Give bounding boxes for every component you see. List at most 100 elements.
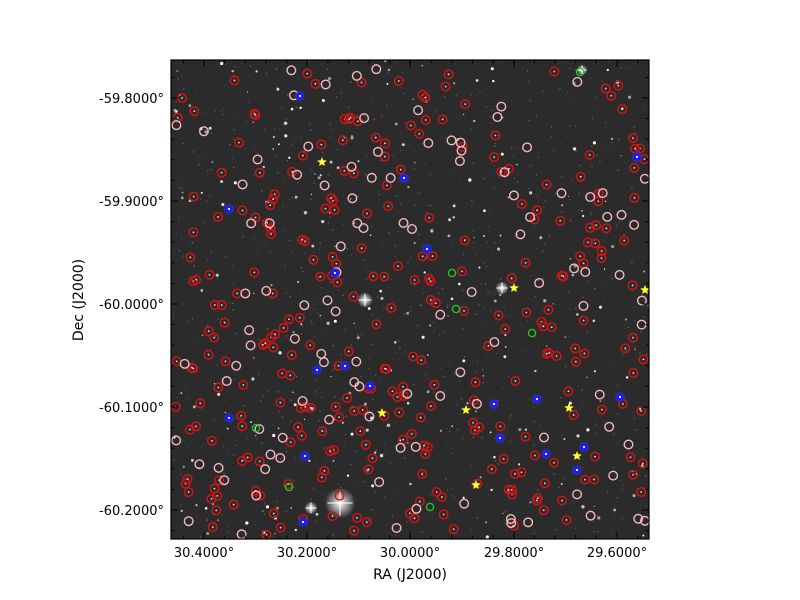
noise-speck (542, 90, 544, 92)
noise-speck (345, 203, 347, 205)
noise-speck (201, 111, 203, 113)
noise-speck (270, 297, 272, 299)
noise-speck (242, 236, 244, 238)
noise-speck (446, 306, 449, 308)
faint-star (439, 429, 443, 432)
noise-speck (607, 60, 610, 62)
red-source-core (632, 473, 635, 476)
noise-speck (289, 296, 291, 298)
noise-speck (475, 313, 477, 315)
red-source-core (224, 360, 227, 363)
pink-source-circle (411, 503, 422, 514)
noise-speck (621, 129, 623, 131)
noise-speck (470, 128, 472, 130)
red-source-core (321, 430, 324, 433)
faint-star (426, 390, 430, 394)
noise-speck (298, 77, 300, 79)
noise-speck (609, 209, 611, 211)
noise-speck (579, 99, 582, 101)
faint-star (413, 241, 416, 244)
noise-speck (482, 382, 484, 384)
noise-speck (589, 77, 591, 79)
noise-speck (486, 241, 488, 243)
faint-star (297, 280, 300, 284)
red-source-core (210, 497, 213, 500)
red-source-core (514, 472, 516, 475)
faint-star (632, 494, 636, 498)
noise-speck (233, 418, 235, 420)
noise-speck (575, 307, 577, 309)
pink-source-circle (371, 64, 382, 75)
pink-source-circle (471, 398, 482, 409)
noise-speck (357, 96, 360, 99)
noise-speck (276, 66, 278, 68)
noise-speck (493, 291, 495, 293)
noise-speck (210, 398, 212, 400)
noise-speck (596, 155, 598, 157)
red-source-circle (343, 346, 354, 357)
faint-star (529, 191, 533, 195)
noise-speck (263, 513, 266, 515)
red-source-core (547, 308, 550, 311)
red-source-circle (468, 417, 479, 428)
faint-star (639, 408, 642, 411)
noise-speck (481, 321, 483, 323)
faint-star (206, 532, 210, 535)
noise-speck (178, 118, 180, 120)
faint-star (329, 160, 333, 164)
noise-speck (291, 144, 293, 146)
noise-speck (594, 97, 596, 99)
red-source-core (301, 238, 304, 241)
noise-speck (310, 320, 312, 322)
pink-source-circle (179, 358, 190, 369)
noise-speck (199, 164, 201, 166)
noise-speck (297, 107, 299, 109)
red-source-core (188, 428, 191, 431)
noise-speck (559, 61, 561, 63)
noise-speck (256, 438, 258, 440)
red-source-core (298, 316, 301, 319)
y-tick-label: -59.8000° (99, 92, 164, 107)
faint-star (483, 209, 486, 213)
red-source-core (543, 482, 546, 485)
red-source-circle (395, 164, 406, 175)
noise-speck (413, 150, 415, 152)
noise-speck (516, 206, 518, 209)
red-source-circle (229, 75, 240, 86)
x-tick-label: 30.2000° (277, 546, 337, 561)
red-source-circle (270, 329, 281, 340)
noise-speck (257, 252, 259, 254)
red-source-circle (636, 406, 647, 417)
red-source-circle (260, 338, 271, 349)
noise-speck (425, 513, 428, 515)
noise-speck (443, 331, 445, 333)
noise-speck (451, 241, 454, 244)
red-source-circle (261, 529, 272, 539)
red-source-core (213, 487, 216, 490)
noise-speck (302, 270, 304, 273)
noise-speck (640, 331, 642, 333)
noise-speck (522, 350, 524, 352)
noise-speck (399, 203, 402, 205)
faint-star (315, 512, 319, 516)
red-source-circle (637, 458, 648, 469)
pink-source-circle (489, 337, 500, 348)
noise-speck (456, 404, 458, 406)
noise-speck (338, 246, 340, 248)
red-source-core (397, 265, 399, 267)
noise-speck (605, 121, 607, 124)
pink-source-circle (260, 464, 271, 475)
red-source-circle (590, 451, 601, 462)
faint-star (252, 292, 255, 295)
noise-speck (402, 407, 404, 409)
red-source-circle (561, 514, 572, 525)
noise-speck (235, 111, 237, 113)
faint-star (524, 428, 527, 431)
faint-star (516, 163, 518, 166)
noise-speck (183, 440, 185, 442)
noise-speck (394, 61, 396, 63)
red-source-circle (300, 401, 311, 412)
red-source-core (553, 70, 556, 73)
noise-speck (394, 492, 396, 494)
pink-source-circle (385, 172, 396, 183)
